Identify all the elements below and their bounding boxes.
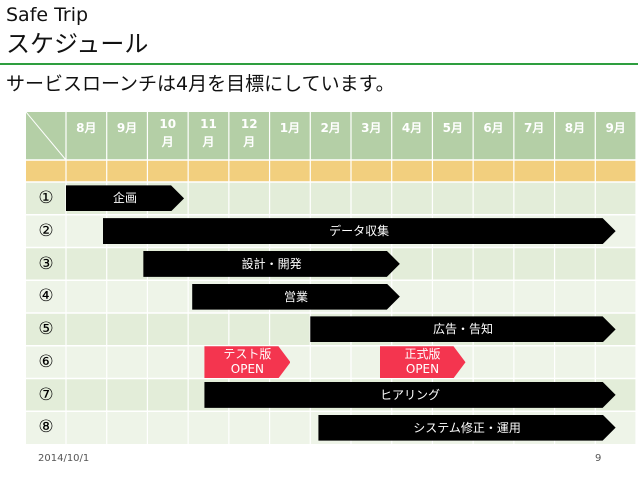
- row-number: ⑥: [38, 351, 54, 372]
- month-label: 月: [242, 135, 255, 149]
- task-bar: 設計・開発: [143, 251, 400, 277]
- month-label: 9月: [605, 121, 625, 135]
- task-bar: データ収集: [103, 218, 616, 244]
- month-label: 11: [200, 117, 217, 131]
- month-label: 月: [161, 135, 174, 149]
- row-number: ⑦: [38, 384, 54, 405]
- gantt-chart: 8月 9月 10 月 11 月 12 月 1月 2月 3月 4月 5月 6月 7月 8月 9月 ① ② ③ ④ ⑤ ⑥ ⑦ ⑧…: [26, 112, 636, 444]
- task-bar: 企画: [66, 185, 184, 211]
- month-label: 9月: [117, 121, 137, 135]
- month-label: 12: [241, 117, 258, 131]
- row-number: ②: [38, 220, 54, 241]
- app-title: Safe Trip: [6, 4, 89, 26]
- task-bar: システム修正・運用: [318, 415, 615, 441]
- footer-date: 2014/10/1: [38, 453, 90, 464]
- month-label: 4月: [402, 121, 422, 135]
- subtitle: サービスローンチは4月を目標にしています。: [6, 73, 395, 95]
- month-label: 月: [201, 135, 214, 149]
- page-title: スケジュール: [6, 30, 149, 58]
- row-number: ③: [38, 253, 54, 274]
- row-number: ⑧: [38, 417, 54, 438]
- header-corner-diagonal: [26, 112, 67, 161]
- header-row: [26, 112, 636, 160]
- task-bar: 営業: [192, 284, 400, 310]
- task-bar: 広告・告知: [310, 316, 615, 342]
- month-label: 8月: [565, 121, 585, 135]
- gantt-row: [26, 345, 636, 379]
- footer-page: 9: [595, 453, 602, 464]
- month-label: 5月: [443, 121, 463, 135]
- month-label: 2月: [320, 121, 340, 135]
- month-label: 10: [159, 117, 176, 131]
- milestone-line2: OPEN: [405, 362, 440, 377]
- milestone-badge: 正式版 OPEN: [380, 346, 466, 378]
- month-label: 1月: [280, 121, 300, 135]
- row-number: ⑤: [38, 319, 54, 339]
- month-label: 6月: [483, 121, 503, 135]
- header-band: [26, 160, 636, 182]
- task-bar: ヒアリング: [204, 382, 615, 408]
- month-label: 7月: [524, 121, 544, 135]
- title-divider: [0, 63, 638, 65]
- month-label: 8月: [76, 121, 96, 135]
- milestone-line1: テスト版: [223, 347, 272, 362]
- milestone-line1: 正式版: [404, 347, 441, 362]
- milestone-line2: OPEN: [230, 362, 265, 377]
- milestone-badge: テスト版 OPEN: [204, 346, 290, 378]
- month-label: 3月: [361, 121, 381, 135]
- row-number: ④: [38, 286, 54, 307]
- row-number: ①: [38, 188, 54, 208]
